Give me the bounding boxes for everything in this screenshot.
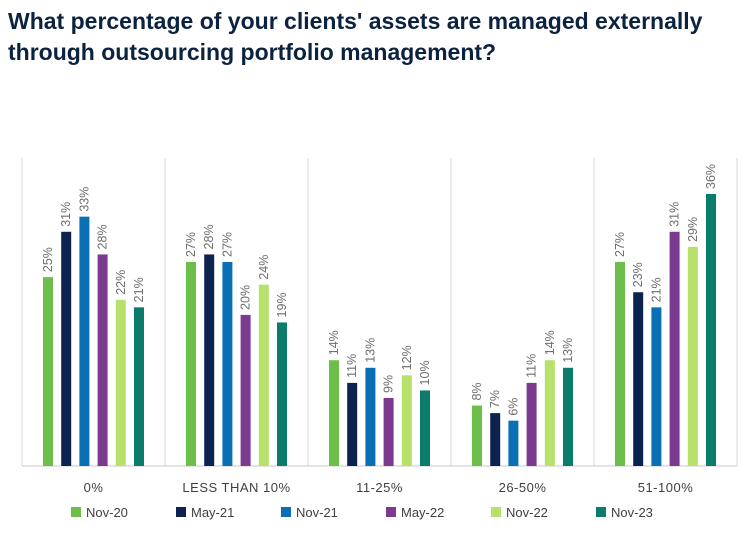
bar — [43, 277, 53, 466]
data-label: 22% — [114, 270, 128, 295]
bar — [526, 382, 537, 466]
bar — [401, 375, 412, 466]
bar — [79, 216, 90, 466]
data-label: 7% — [488, 390, 502, 408]
data-label: 19% — [275, 292, 289, 317]
legend-label: Nov-22 — [506, 505, 548, 520]
data-label: 28% — [202, 224, 216, 249]
data-label: 14% — [543, 330, 557, 355]
legend-swatch — [386, 507, 396, 517]
category-label: 11-25% — [356, 480, 403, 495]
bar — [186, 262, 196, 466]
data-label: 31% — [668, 202, 682, 227]
bar — [544, 360, 555, 466]
bar — [508, 420, 519, 466]
data-label: 33% — [77, 187, 91, 212]
bar — [420, 390, 430, 466]
data-label: 27% — [613, 232, 627, 257]
data-label: 12% — [400, 345, 414, 370]
data-label: 21% — [132, 277, 146, 302]
bar — [669, 231, 680, 466]
data-label: 20% — [239, 285, 253, 310]
bar — [97, 254, 108, 466]
bar — [329, 360, 339, 466]
bar — [222, 262, 233, 466]
bar — [277, 322, 287, 466]
bar — [134, 307, 144, 466]
bar — [204, 254, 215, 466]
data-label: 28% — [96, 224, 110, 249]
legend-label: May-21 — [191, 505, 234, 520]
data-label: 8% — [470, 382, 484, 400]
bar — [633, 292, 644, 466]
legend-swatch — [596, 507, 606, 517]
data-label: 31% — [59, 202, 73, 227]
legend-swatch — [281, 507, 291, 517]
data-label: 27% — [220, 232, 234, 257]
data-label: 10% — [418, 360, 432, 385]
legend-swatch — [176, 507, 186, 517]
legend-swatch — [71, 507, 81, 517]
legend-label: Nov-20 — [86, 505, 128, 520]
category-label: 0% — [84, 480, 104, 495]
legend-label: Nov-21 — [296, 505, 338, 520]
chart-title: What percentage of your clients' assets … — [8, 8, 703, 65]
bar — [61, 231, 72, 466]
category-label: 51-100% — [638, 480, 694, 495]
bar — [563, 367, 573, 466]
category-label: LESS THAN 10% — [182, 480, 290, 495]
bar — [615, 262, 625, 466]
bar — [115, 299, 126, 466]
data-label: 6% — [506, 398, 520, 416]
bar — [365, 367, 376, 466]
bar — [383, 398, 394, 466]
category-label: 26-50% — [499, 480, 547, 495]
data-label: 13% — [561, 338, 575, 363]
data-label: 23% — [631, 262, 645, 287]
data-label: 9% — [382, 375, 396, 393]
bar — [240, 314, 251, 466]
bar — [706, 194, 716, 466]
bar — [258, 284, 269, 466]
bar — [472, 405, 482, 466]
data-label: 11% — [345, 354, 359, 378]
legend-swatch — [491, 507, 501, 517]
bar — [687, 246, 698, 466]
legend-label: Nov-23 — [611, 505, 653, 520]
data-label: 14% — [327, 330, 341, 355]
data-label: 21% — [649, 277, 663, 302]
data-label: 29% — [686, 217, 700, 242]
data-label: 36% — [704, 164, 718, 189]
data-label: 25% — [41, 247, 55, 272]
data-label: 13% — [363, 338, 377, 363]
data-label: 27% — [184, 232, 198, 257]
data-label: 11% — [525, 354, 539, 378]
legend-label: May-22 — [401, 505, 444, 520]
bar — [490, 413, 501, 466]
bar — [347, 382, 358, 466]
bar — [651, 307, 662, 466]
data-label: 24% — [257, 255, 271, 280]
